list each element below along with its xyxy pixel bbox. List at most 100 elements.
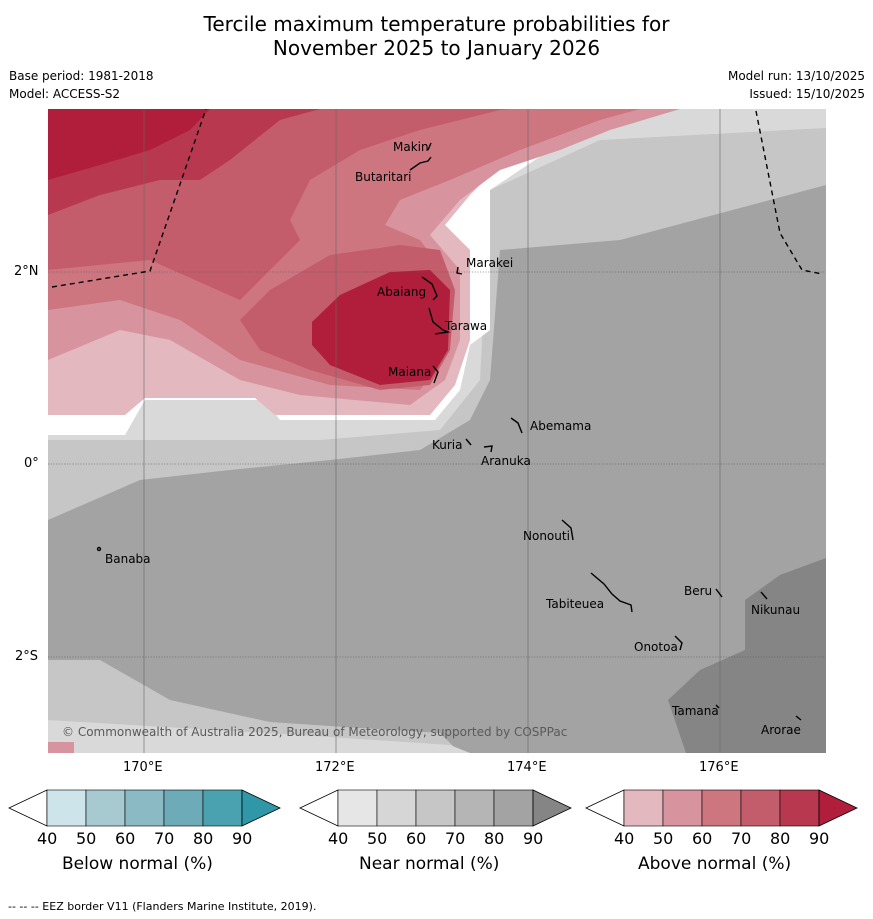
islands xyxy=(96,142,802,721)
lat-label-2s: 2°S xyxy=(15,649,39,664)
colorbar-segment xyxy=(337,789,378,827)
colorbar-tick-label: 60 xyxy=(115,829,136,848)
lon-label-174e: 174°E xyxy=(507,760,547,775)
model-run: Model run: 13/10/2025 xyxy=(727,69,865,83)
label-butaritari: Butaritari xyxy=(355,170,412,184)
colorbar-segment xyxy=(701,789,742,827)
island-marakei-shape xyxy=(456,266,463,275)
title-line-2: November 2025 to January 2026 xyxy=(272,36,601,60)
label-arorae: Arorae xyxy=(761,723,801,737)
colorbar-tick-label: 50 xyxy=(653,829,674,848)
eez-border-west xyxy=(51,109,207,288)
label-abaiang: Abaiang xyxy=(377,285,427,299)
colorbar-tick-label: 50 xyxy=(76,829,97,848)
colorbar-tick-label: 40 xyxy=(328,829,349,848)
island-arorae-shape xyxy=(795,715,802,721)
colorbar-arrow-low xyxy=(585,789,625,827)
copyright-text: © Commonwealth of Australia 2025, Bureau… xyxy=(62,725,568,739)
label-tamana: Tamana xyxy=(672,704,719,718)
colorbar-segment xyxy=(163,789,204,827)
colorbar-tick-label: 80 xyxy=(770,829,791,848)
colorbar-segment xyxy=(46,789,87,827)
colorbar-label-below: Below normal (%) xyxy=(62,854,213,874)
colorbar-tick-label: 90 xyxy=(232,829,253,848)
lon-label-176e: 176°E xyxy=(699,760,739,775)
colorbar-segment xyxy=(662,789,703,827)
lon-label-170e: 170°E xyxy=(123,760,163,775)
island-nonouti-shape xyxy=(561,519,574,541)
colorbar-arrow-low xyxy=(8,789,48,827)
colorbar-segment xyxy=(779,789,820,827)
island-tarawa-shape xyxy=(428,307,451,335)
issued-date: Issued: 15/10/2025 xyxy=(749,87,865,101)
island-makin-shape xyxy=(427,142,432,151)
above-normal-90-region xyxy=(48,109,210,180)
colorbar-near-normal xyxy=(299,789,572,827)
colorbar-segment xyxy=(454,789,495,827)
island-kuria-shape xyxy=(465,438,472,446)
island-banaba-shape xyxy=(96,546,102,552)
map-panel: Makin Butaritari Marakei Abaiang Tarawa … xyxy=(48,109,826,753)
lat-label-2n: 2°N xyxy=(14,264,39,279)
island-aranuka-shape xyxy=(483,445,493,453)
island-butaritari-shape xyxy=(409,156,432,171)
colorbar-arrow-low xyxy=(299,789,339,827)
eez-border xyxy=(51,109,823,288)
island-onotoa-shape xyxy=(674,635,683,651)
meta-left: Base period: 1981-2018 Model: ACCESS-S2 xyxy=(9,67,154,103)
model-name: Model: ACCESS-S2 xyxy=(9,87,121,101)
label-nikunau: Nikunau xyxy=(751,603,801,617)
colorbar-tick-label: 40 xyxy=(37,829,58,848)
colorbar-tick-label: 60 xyxy=(692,829,713,848)
near-normal-40-region-south xyxy=(48,720,470,753)
colorbar-tick-label: 70 xyxy=(445,829,466,848)
label-tarawa: Tarawa xyxy=(445,319,488,333)
colorbar-arrow-high xyxy=(241,789,281,827)
label-onotoa: Onotoa xyxy=(634,640,678,654)
colorbar-segment xyxy=(493,789,534,827)
colorbar-tick-label: 50 xyxy=(367,829,388,848)
colorbar-tick-label: 90 xyxy=(523,829,544,848)
colorbar-tick-label: 90 xyxy=(809,829,830,848)
above-normal-80-region-tarawa xyxy=(312,270,450,385)
colorbar-tick-label: 60 xyxy=(406,829,427,848)
label-banaba: Banaba xyxy=(105,552,151,566)
colorbar-label-near: Near normal (%) xyxy=(359,854,500,874)
colorbar-segment xyxy=(623,789,664,827)
island-maiana-shape xyxy=(432,365,439,384)
label-kuria: Kuria xyxy=(432,438,463,452)
island-abemama-shape xyxy=(510,417,523,434)
island-tamana-shape xyxy=(715,704,720,709)
label-beru: Beru xyxy=(684,584,713,598)
label-marakei: Marakei xyxy=(466,256,514,270)
title-line-1: Tercile maximum temperature probabilitie… xyxy=(203,12,670,36)
colorbar-segment xyxy=(376,789,417,827)
island-tabiteuea-shape xyxy=(590,572,633,613)
meridians xyxy=(143,109,721,753)
colorbar-segment xyxy=(202,789,243,827)
label-nonouti: Nonouti xyxy=(523,529,570,543)
lat-label-equator: 0° xyxy=(24,456,39,471)
colorbar-tick-label: 70 xyxy=(154,829,175,848)
colorbar-tick-label: 80 xyxy=(193,829,214,848)
colorbar-below-normal xyxy=(8,789,281,827)
colorbar-tick-label: 40 xyxy=(614,829,635,848)
colorbar-tick-label: 70 xyxy=(731,829,752,848)
footer-note: -- -- -- EEZ border V11 (Flanders Marine… xyxy=(8,900,317,913)
near-normal-80-region xyxy=(668,558,826,753)
chart-title: Tercile maximum temperature probabilitie… xyxy=(0,12,873,60)
label-aranuka: Aranuka xyxy=(481,454,531,468)
colorbar-segment xyxy=(740,789,781,827)
colorbar-segment xyxy=(415,789,456,827)
island-abaiang-shape xyxy=(421,276,438,301)
island-nikunau-shape xyxy=(760,591,768,600)
colorbar-segment xyxy=(85,789,126,827)
colorbar-tick-label: 80 xyxy=(484,829,505,848)
label-abemama: Abemama xyxy=(530,419,592,433)
colorbar-above-normal xyxy=(585,789,858,827)
base-period: Base period: 1981-2018 xyxy=(9,69,154,83)
colorbar-arrow-high xyxy=(818,789,858,827)
eez-border-east xyxy=(755,110,823,275)
map-svg xyxy=(48,109,826,753)
label-tabiteuea: Tabiteuea xyxy=(546,597,605,611)
